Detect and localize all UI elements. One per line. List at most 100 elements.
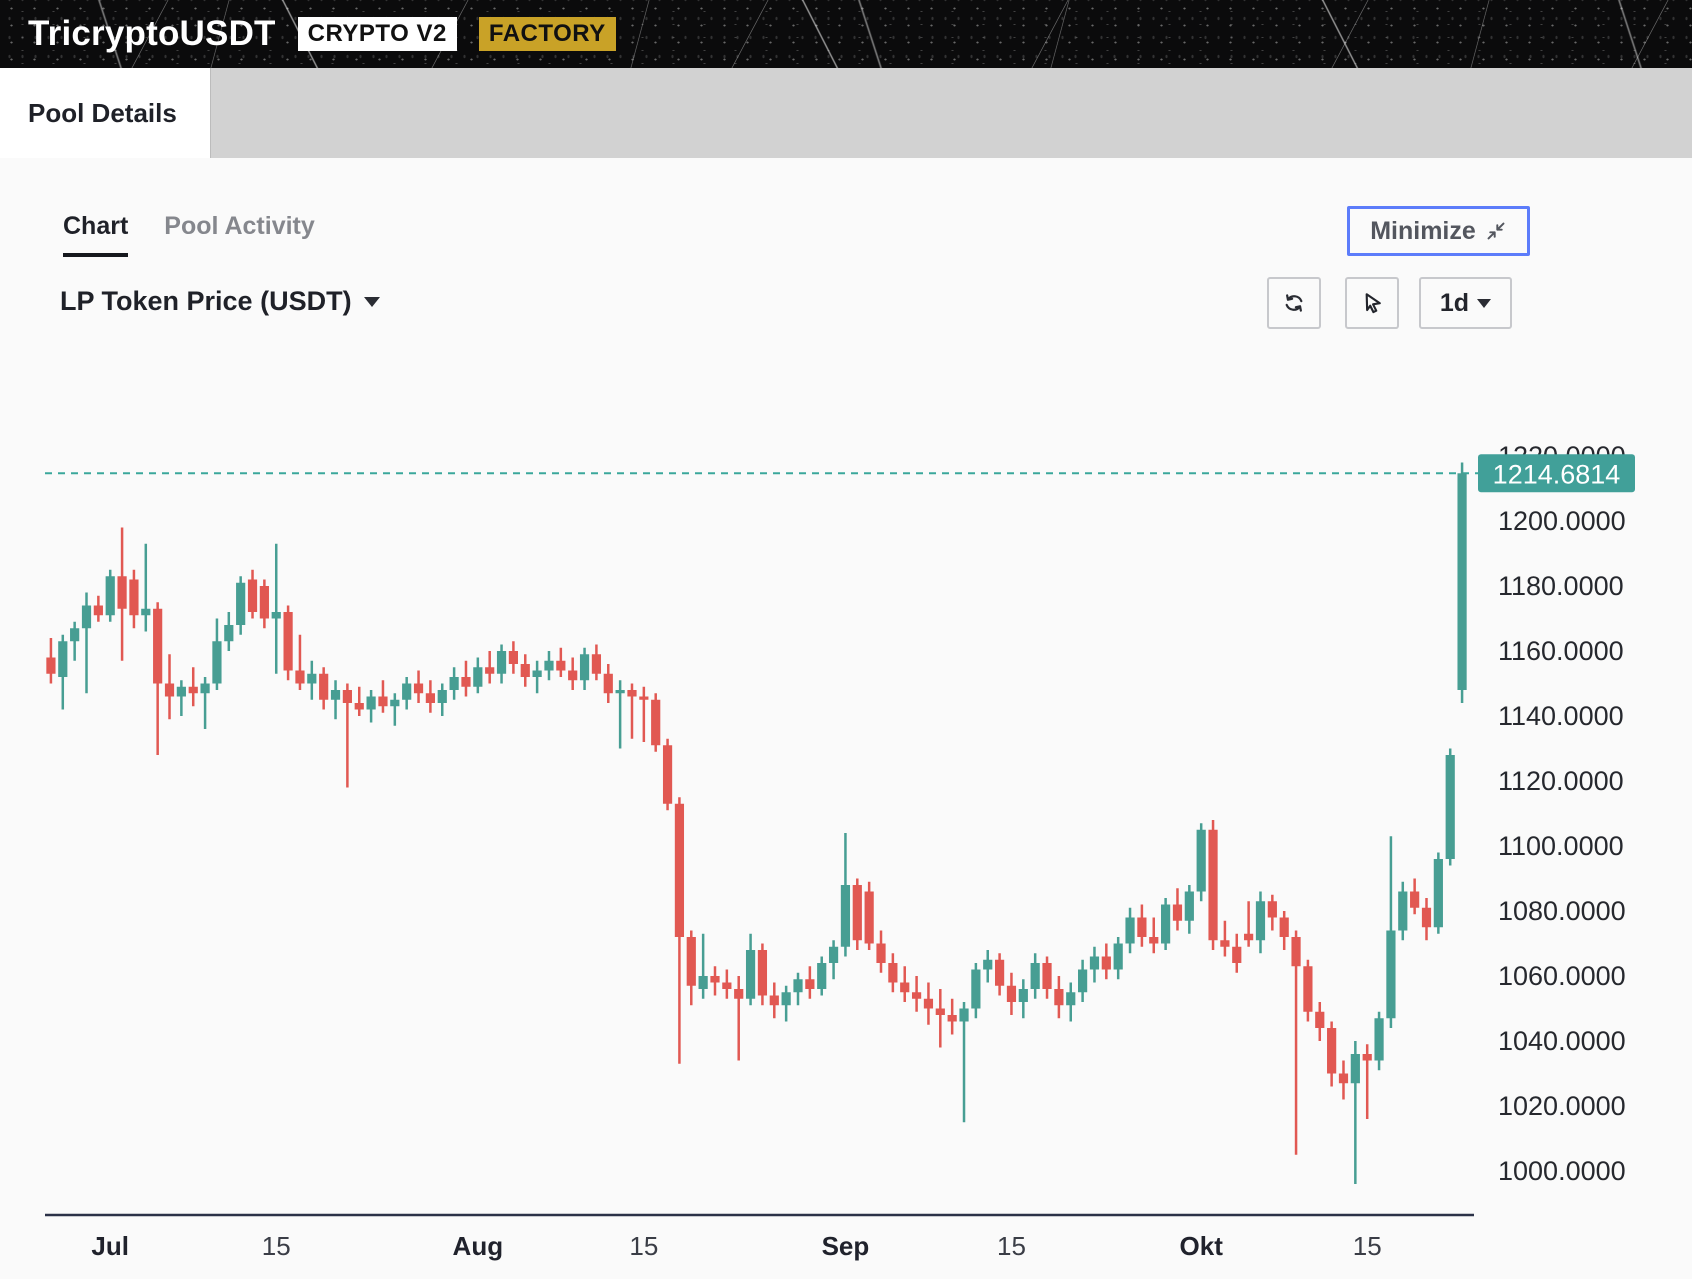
candle-body xyxy=(141,608,151,616)
candle-body xyxy=(1398,891,1408,931)
candle-body xyxy=(1291,937,1301,967)
candle-wick xyxy=(1294,930,1298,1155)
candle-body xyxy=(117,576,127,609)
candle-body xyxy=(354,703,364,710)
candle-body xyxy=(983,959,993,970)
candle-wick xyxy=(144,543,148,632)
time-axis-label: Aug xyxy=(453,1231,504,1261)
candle-body xyxy=(923,998,934,1009)
interval-dropdown[interactable]: 1d xyxy=(1419,277,1512,329)
price-axis-label: 1180.0000 xyxy=(1498,571,1624,601)
candle-wick xyxy=(346,683,349,788)
candle-wick xyxy=(1152,917,1156,954)
candle-body xyxy=(1327,1028,1337,1074)
candle-wick xyxy=(85,592,88,694)
candle-body xyxy=(236,582,246,625)
tab-pool-activity[interactable]: Pool Activity xyxy=(164,212,315,240)
candle-wick xyxy=(618,680,622,749)
candle-wick xyxy=(180,680,183,716)
candle-body xyxy=(153,608,163,684)
view-tabs: Chart Pool Activity xyxy=(63,212,315,257)
price-axis-label: 1160.0000 xyxy=(1498,636,1624,666)
candle-wick xyxy=(630,683,634,739)
candle-body xyxy=(698,976,708,989)
candle-body xyxy=(247,579,258,612)
candle-body xyxy=(1006,985,1017,1002)
candle-body xyxy=(425,693,435,703)
candle-body xyxy=(1184,891,1194,921)
candle-body xyxy=(994,959,1005,986)
candle-body xyxy=(259,586,269,619)
chevron-down-icon xyxy=(363,296,380,307)
minimize-button[interactable]: Minimize xyxy=(1347,206,1530,256)
candle-wick xyxy=(1223,920,1227,957)
cursor-tool-button[interactable] xyxy=(1345,277,1399,329)
candle-body xyxy=(164,683,175,697)
candle-body xyxy=(1125,917,1135,944)
candle-body xyxy=(1172,904,1183,921)
candle-wick xyxy=(357,686,361,716)
candle-body xyxy=(876,943,886,963)
candle-wick xyxy=(701,933,705,999)
candle-body xyxy=(1255,901,1266,941)
series-selector-label: LP Token Price (USDT) xyxy=(60,286,352,316)
candle-wick xyxy=(1365,1044,1369,1119)
candle-body xyxy=(900,982,910,993)
candle-body xyxy=(793,979,803,993)
pool-title: TricryptoUSDT xyxy=(28,14,276,53)
candle-wick xyxy=(274,543,278,674)
candle-body xyxy=(46,657,56,674)
price-axis-label: 1200.0000 xyxy=(1498,506,1626,536)
refresh-button[interactable] xyxy=(1267,277,1321,329)
candle-body xyxy=(473,667,483,687)
candle-body xyxy=(840,885,851,947)
candle-body xyxy=(319,673,329,700)
time-axis-label: Sep xyxy=(822,1231,870,1261)
series-selector-dropdown[interactable]: LP Token Price (USDT) xyxy=(60,286,380,317)
candle-body xyxy=(757,950,768,996)
candle-body xyxy=(200,683,210,694)
candle-body xyxy=(1232,946,1242,963)
tab-chart[interactable]: Chart xyxy=(63,212,129,257)
candle-body xyxy=(1362,1054,1372,1061)
price-axis-label: 1060.0000 xyxy=(1498,961,1626,991)
candle-body xyxy=(828,946,839,963)
current-price-label: 1214.6814 xyxy=(1493,459,1621,489)
candle-body xyxy=(212,641,222,684)
candle-body xyxy=(971,969,981,1009)
candle-body xyxy=(852,885,862,941)
candle-body xyxy=(544,660,554,671)
candle-wick xyxy=(642,686,646,742)
candle-wick xyxy=(1354,1041,1357,1184)
candle-body xyxy=(1421,907,1432,928)
candle-body xyxy=(1445,755,1455,859)
candle-body xyxy=(817,963,827,989)
candle-body xyxy=(402,683,412,700)
candle-body xyxy=(1350,1054,1360,1084)
tab-pool-details[interactable]: Pool Details xyxy=(0,68,210,158)
candle-body xyxy=(686,937,696,986)
candle-body xyxy=(1066,992,1076,1006)
candle-body xyxy=(888,963,898,983)
candle-body xyxy=(1042,963,1052,989)
tab-pool-details-label: Pool Details xyxy=(28,97,177,128)
candle-body xyxy=(1244,933,1254,941)
candle-body xyxy=(413,683,424,694)
candle-body xyxy=(496,651,507,674)
candle-body xyxy=(1315,1011,1325,1028)
candle-body xyxy=(378,696,388,707)
candle-body xyxy=(639,696,649,700)
candle-body xyxy=(366,696,376,710)
minimize-label: Minimize xyxy=(1370,216,1476,245)
candle-body xyxy=(1161,904,1171,944)
candle-body xyxy=(1433,859,1443,928)
time-axis-label: 15 xyxy=(629,1231,658,1261)
candle-body xyxy=(615,690,625,694)
price-axis-label: 1080.0000 xyxy=(1498,896,1626,926)
candle-body xyxy=(734,989,744,999)
candle-body xyxy=(461,677,471,687)
candle-body xyxy=(70,628,80,642)
time-axis-label: 15 xyxy=(997,1231,1026,1261)
candle-wick xyxy=(737,976,740,1061)
